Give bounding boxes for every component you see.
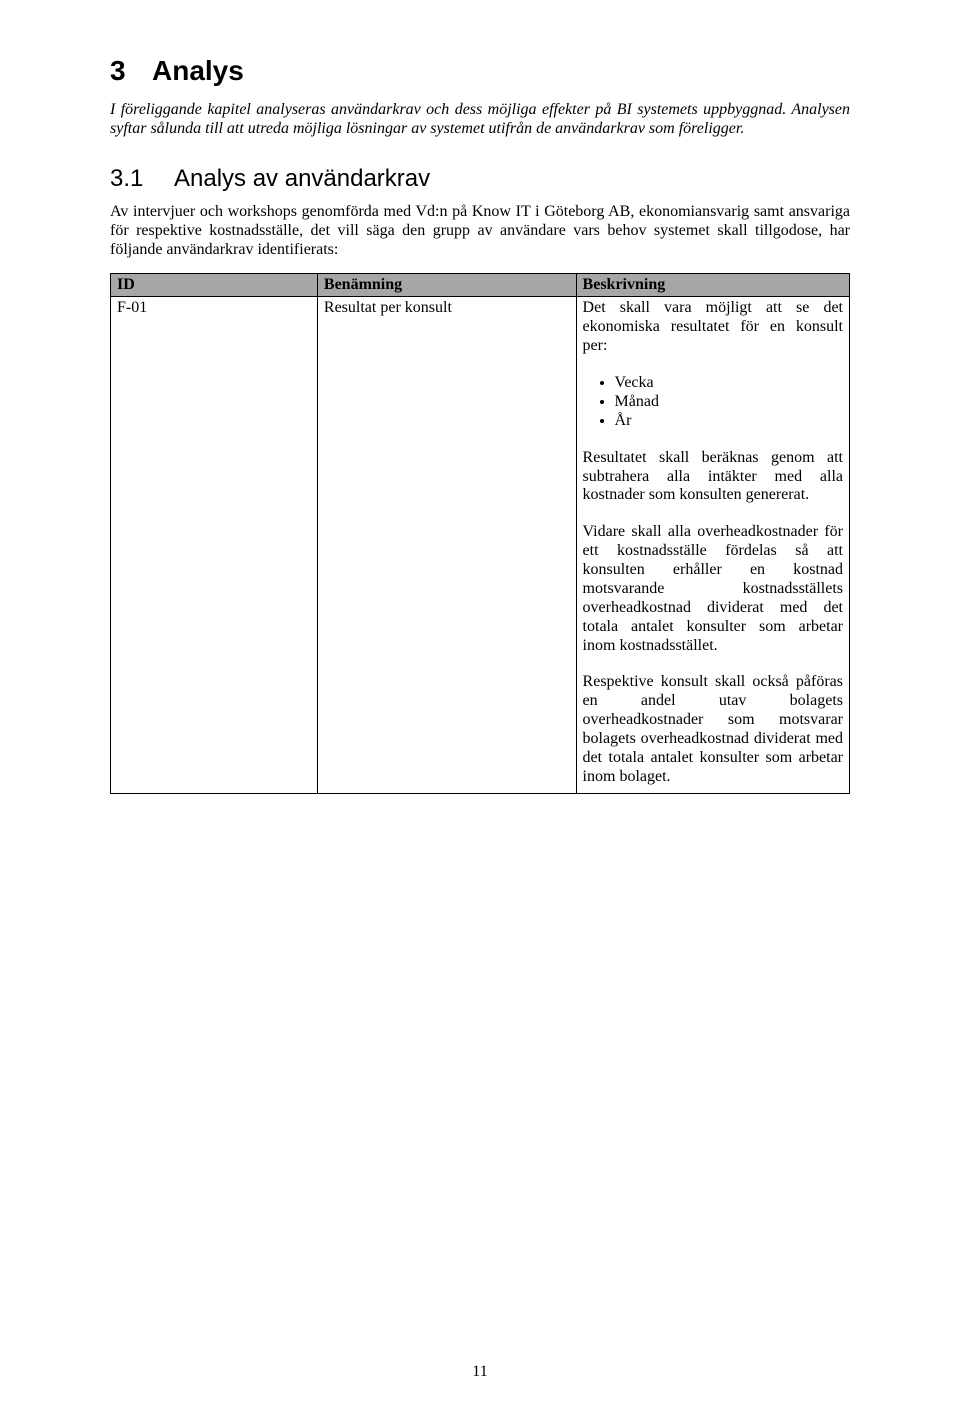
heading-1-text: Analys (152, 55, 244, 87)
desc-list: Vecka Månad År (583, 374, 843, 431)
list-item: Månad (615, 393, 843, 412)
page-number: 11 (0, 1363, 960, 1381)
heading-2-text: Analys av användarkrav (174, 165, 430, 193)
desc-paragraph-2: Resultatet skall beräknas genom att subt… (583, 449, 843, 506)
table-cell-desc: Det skall vara möjligt att se det ekonom… (576, 297, 849, 793)
table-cell-name: Resultat per konsult (317, 297, 576, 793)
table-header-desc: Beskrivning (576, 274, 849, 297)
table-cell-id: F-01 (111, 297, 318, 793)
body-paragraph: Av intervjuer och workshops genomförda m… (110, 203, 850, 260)
heading-2: 3.1 Analys av användarkrav (110, 165, 850, 193)
requirements-table: ID Benämning Beskrivning F-01 Resultat p… (110, 273, 850, 793)
intro-paragraph: I föreliggande kapitel analyseras använd… (110, 101, 850, 139)
heading-2-number: 3.1 (110, 165, 174, 193)
desc-paragraph-3: Vidare skall alla overheadkostnader för … (583, 523, 843, 655)
table-header-id: ID (111, 274, 318, 297)
table-row: F-01 Resultat per konsult Det skall vara… (111, 297, 850, 793)
heading-1: 3 Analys (110, 55, 850, 87)
list-item: Vecka (615, 374, 843, 393)
table-header-row: ID Benämning Beskrivning (111, 274, 850, 297)
list-item: År (615, 412, 843, 431)
page: 3 Analys I föreliggande kapitel analyser… (0, 0, 960, 1411)
heading-1-number: 3 (110, 55, 152, 87)
table-header-name: Benämning (317, 274, 576, 297)
desc-paragraph-4: Respektive konsult skall också påföras e… (583, 673, 843, 786)
desc-paragraph-1: Det skall vara möjligt att se det ekonom… (583, 299, 843, 356)
